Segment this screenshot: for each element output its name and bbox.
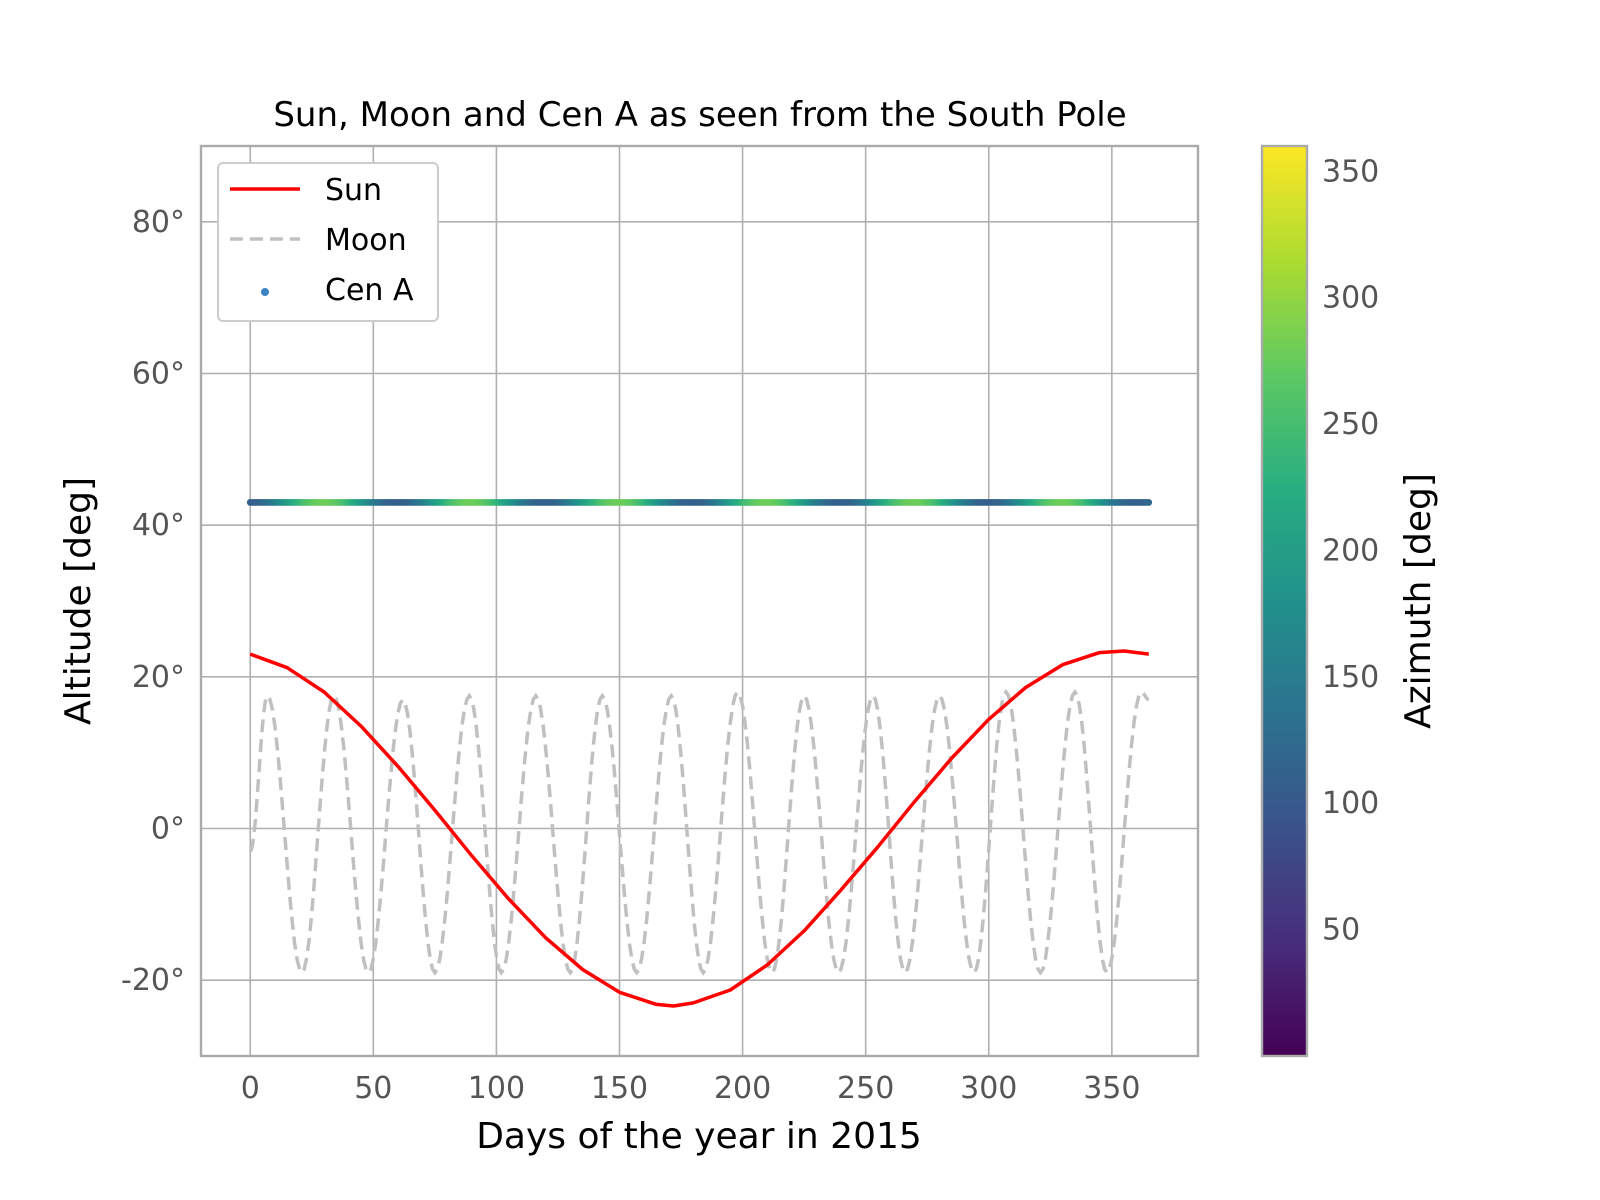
x-tick-label: 150 <box>591 1071 648 1106</box>
y-tick-label: 60° <box>132 357 185 392</box>
plot-area <box>246 499 1153 1008</box>
y-tick-label: 20° <box>132 660 185 695</box>
y-tick-label: 0° <box>151 812 185 847</box>
legend-sun-label: Sun <box>325 173 382 208</box>
x-tick-label: 50 <box>354 1071 392 1106</box>
moon-line <box>248 688 1150 976</box>
y-axis-ticks: -20° 0° 20° 40° 60° 80° <box>121 205 185 998</box>
sun-line <box>249 649 1150 1008</box>
x-tick-label: 250 <box>837 1071 894 1106</box>
legend: Sun Moon Cen A <box>217 162 439 322</box>
colorbar-tick-label: 200 <box>1322 533 1379 568</box>
x-axis-label: Days of the year in 2015 <box>476 1116 922 1157</box>
colorbar-tick-label: 300 <box>1322 281 1379 316</box>
legend-moon-label: Moon <box>325 223 407 258</box>
cena-points <box>246 499 1153 506</box>
x-axis-ticks: 0 50 100 150 200 250 300 350 <box>241 1071 1141 1106</box>
colorbar-ticks: 50 100 150 200 250 300 350 <box>1322 154 1379 947</box>
colorbar-tick-label: 250 <box>1322 407 1379 442</box>
y-tick-label: -20° <box>121 963 185 998</box>
colorbar-tick-label: 150 <box>1322 660 1379 695</box>
x-tick-label: 350 <box>1083 1071 1140 1106</box>
colorbar-tick-label: 50 <box>1322 913 1360 948</box>
colorbar-label: Azimuth [deg] <box>1398 473 1439 729</box>
y-tick-label: 80° <box>132 205 185 240</box>
legend-cena-label: Cen A <box>325 273 414 308</box>
colorbar-tick-label: 100 <box>1322 786 1379 821</box>
colorbar-tick-label: 350 <box>1322 154 1379 189</box>
colorbar: 50 100 150 200 250 300 350 Azimuth [deg] <box>1260 144 1439 1058</box>
x-tick-label: 0 <box>241 1071 260 1106</box>
y-tick-label: 40° <box>132 508 185 543</box>
x-tick-label: 100 <box>468 1071 525 1106</box>
x-tick-label: 300 <box>960 1071 1017 1106</box>
colorbar-gradient <box>1260 144 1309 1058</box>
x-tick-label: 200 <box>714 1071 771 1106</box>
chart-title: Sun, Moon and Cen A as seen from the Sou… <box>273 95 1126 135</box>
legend-cena-swatch <box>261 288 269 296</box>
legend-box <box>217 162 439 322</box>
plot-frame <box>199 144 1200 1058</box>
y-axis-label: Altitude [deg] <box>58 477 99 725</box>
grid-lines <box>201 146 1198 1056</box>
cena-point <box>1145 499 1153 506</box>
